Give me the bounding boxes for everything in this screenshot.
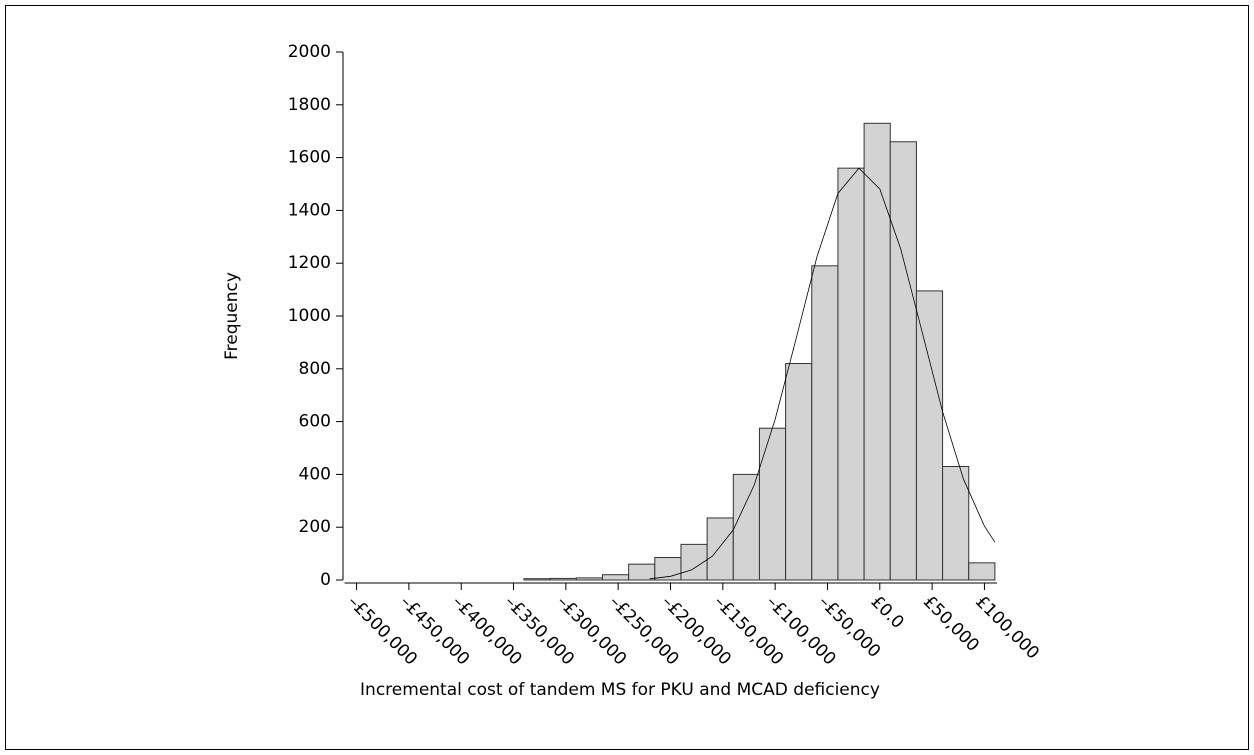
y-tick-label: 800 [299, 359, 331, 379]
x-axis-label: Incremental cost of tandem MS for PKU an… [360, 680, 880, 700]
bar [706, 517, 734, 581]
bar [628, 563, 656, 581]
frame [5, 5, 1249, 750]
y-axis-label: Frequency [222, 272, 242, 360]
fit-curve [649, 167, 996, 580]
bar [889, 141, 917, 581]
x-tick-label: £0.0 [867, 592, 908, 633]
bar [942, 465, 970, 581]
bar [523, 578, 551, 581]
bar [680, 543, 708, 581]
x-tick-label: £50,000 [919, 592, 983, 656]
bar [758, 427, 787, 581]
bar [837, 167, 865, 581]
bar [968, 562, 996, 581]
bar [785, 363, 813, 581]
y-tick-label: 1800 [288, 95, 331, 115]
y-tick-label: 0 [320, 570, 331, 590]
bar [601, 574, 630, 581]
bar [732, 473, 760, 581]
y-tick-label: 2000 [288, 42, 331, 62]
y-tick-label: 1200 [288, 253, 331, 273]
y-tick-label: 1000 [288, 306, 331, 326]
y-tick-label: 200 [299, 517, 331, 537]
bar [575, 577, 603, 581]
y-tick-label: 1400 [288, 200, 331, 220]
y-tick-label: 1600 [288, 148, 331, 168]
x-tick-label: £100,000 [971, 592, 1043, 664]
bar [863, 122, 891, 581]
bar [915, 290, 944, 581]
y-tick-label: 400 [299, 464, 331, 484]
y-tick-label: 600 [299, 412, 331, 432]
bar [811, 265, 839, 581]
bar [549, 577, 577, 581]
